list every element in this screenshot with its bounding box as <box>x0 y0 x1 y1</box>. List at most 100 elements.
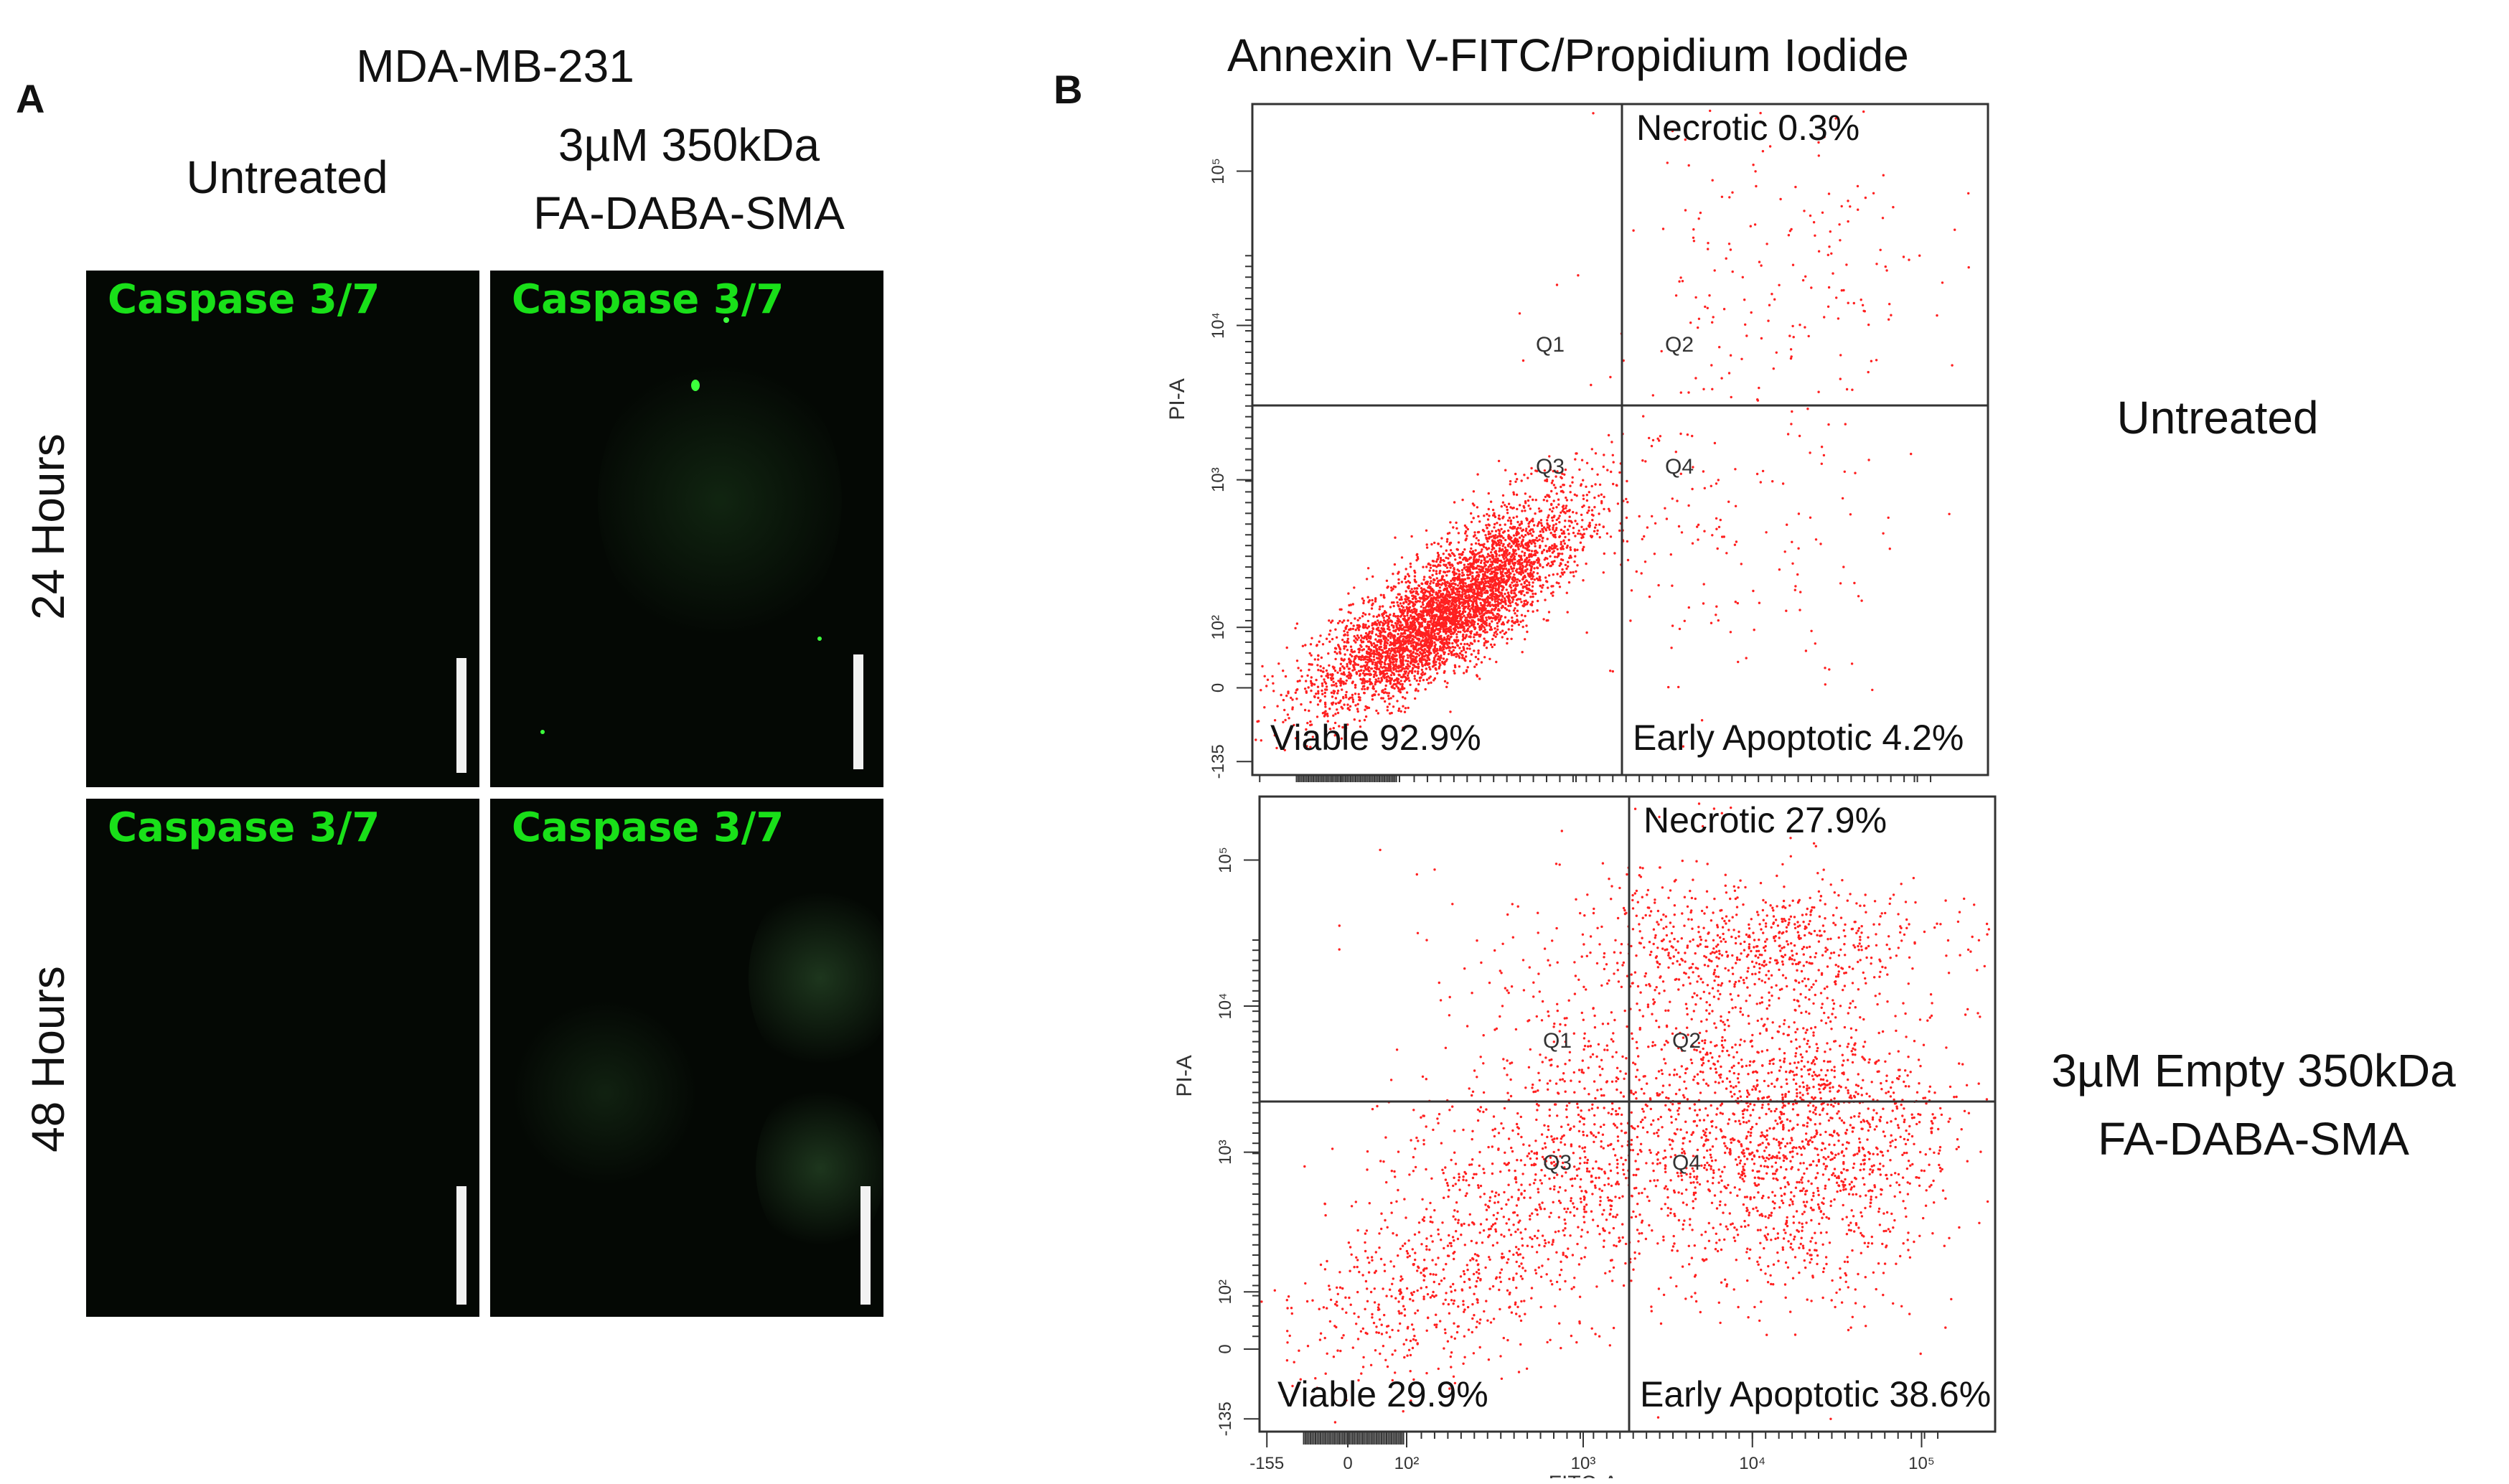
event-dot <box>1697 523 1700 526</box>
event-dot <box>1427 641 1430 644</box>
event-dot <box>1867 459 1870 461</box>
event-dot <box>1588 522 1591 525</box>
event-dot <box>1454 558 1457 561</box>
event-dot <box>1441 575 1445 578</box>
event-dot <box>1443 621 1445 624</box>
event-dot <box>1462 622 1465 625</box>
event-dot <box>1511 598 1515 601</box>
event-dot <box>1379 671 1382 674</box>
event-dot <box>1333 690 1336 693</box>
event-dot <box>1385 614 1388 617</box>
event-dot <box>1356 634 1359 637</box>
event-dot <box>1477 609 1480 611</box>
event-dot <box>1809 214 1812 217</box>
event-dot <box>1518 572 1521 575</box>
event-dot <box>1382 593 1385 597</box>
event-dot <box>1446 532 1450 535</box>
event-dot <box>1453 653 1456 656</box>
event-dot <box>1496 536 1499 539</box>
event-dot <box>1659 435 1662 438</box>
event-dot <box>1665 517 1669 520</box>
event-dot <box>1351 698 1354 701</box>
event-dot <box>1576 564 1579 567</box>
event-dot <box>1806 408 1809 410</box>
event-dot <box>1414 665 1417 668</box>
event-dot <box>1380 631 1383 634</box>
event-dot <box>1706 306 1709 309</box>
event-dot <box>1338 652 1342 655</box>
event-dot <box>1305 680 1308 682</box>
event-dot <box>1582 579 1585 582</box>
event-dot <box>1310 637 1313 639</box>
event-dot <box>1384 639 1387 643</box>
event-dot <box>1343 647 1346 650</box>
event-dot <box>1330 691 1333 694</box>
event-dot <box>1340 737 1343 740</box>
event-dot <box>1504 469 1507 471</box>
event-dot <box>1491 593 1495 596</box>
event-dot <box>1521 625 1524 629</box>
event-dot <box>1710 484 1712 487</box>
event-dot <box>1527 525 1530 528</box>
event-dot <box>1941 281 1944 284</box>
event-dot <box>1352 664 1355 667</box>
event-dot <box>1521 586 1524 589</box>
event-dot <box>1424 687 1427 691</box>
event-dot <box>1456 568 1459 571</box>
event-dot <box>1430 610 1433 613</box>
event-dot <box>1841 497 1844 500</box>
event-dot <box>1452 610 1455 613</box>
event-dot <box>1485 647 1488 649</box>
event-dot <box>1351 682 1354 685</box>
event-dot <box>1555 518 1558 522</box>
row-label-24h: 24 Hours <box>22 433 74 620</box>
event-dot <box>1400 628 1404 631</box>
event-dot <box>1394 644 1397 647</box>
event-dot <box>1574 555 1577 558</box>
event-dot <box>1427 634 1430 637</box>
event-dot <box>1506 591 1510 594</box>
event-dot <box>1263 706 1266 709</box>
event-dot <box>1427 651 1430 654</box>
event-dot <box>1525 586 1528 590</box>
event-dot <box>1446 605 1449 609</box>
event-dot <box>1431 637 1434 639</box>
event-dot <box>1308 662 1310 666</box>
event-dot <box>1814 642 1816 645</box>
event-dot <box>1478 555 1481 558</box>
event-dot <box>1585 494 1588 497</box>
event-dot <box>1349 677 1352 680</box>
event-dot <box>1483 580 1487 583</box>
event-dot <box>1480 559 1483 563</box>
event-dot <box>1363 664 1366 667</box>
event-dot <box>1567 520 1570 522</box>
event-dot <box>1332 714 1335 717</box>
event-dot <box>1425 667 1427 670</box>
event-dot <box>1321 685 1324 687</box>
event-dot <box>1884 265 1887 268</box>
bright-cell <box>723 317 729 323</box>
event-dot <box>1799 591 1802 593</box>
event-dot <box>1521 568 1524 570</box>
event-dot <box>1469 564 1472 567</box>
event-dot <box>1546 519 1549 522</box>
event-dot <box>1476 578 1480 581</box>
event-dot <box>1558 515 1561 517</box>
event-dot <box>1410 609 1413 611</box>
event-dot <box>1501 588 1504 592</box>
event-dot <box>1838 223 1841 226</box>
event-dot <box>1785 609 1788 612</box>
event-dot <box>1389 652 1392 655</box>
event-dot <box>1358 657 1361 661</box>
event-dot <box>1403 726 1406 729</box>
event-dot <box>1455 527 1458 530</box>
event-dot <box>1447 652 1450 656</box>
event-dot <box>1426 581 1429 583</box>
event-dot <box>1509 585 1511 588</box>
stain-label: Caspase 3/7 <box>108 276 380 323</box>
event-dot <box>1410 672 1414 675</box>
event-dot <box>1457 598 1460 601</box>
event-dot <box>1404 665 1408 668</box>
event-dot <box>1561 568 1564 571</box>
event-dot <box>1641 537 1643 540</box>
